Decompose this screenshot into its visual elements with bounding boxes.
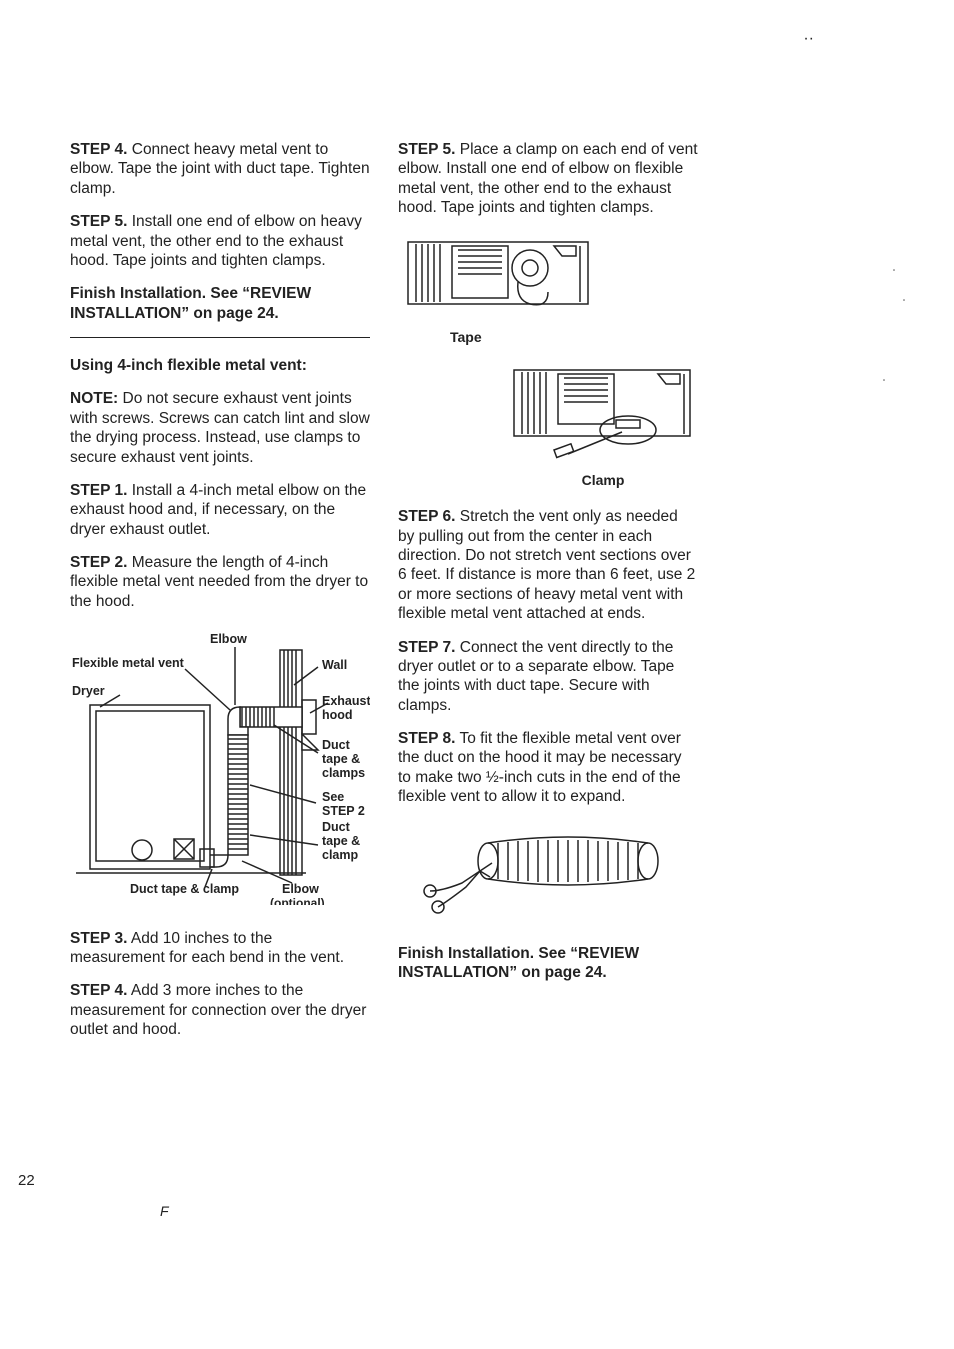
right-step6: STEP 6. Stretch the vent only as needed … — [398, 507, 698, 623]
step-label: STEP 4. — [70, 141, 127, 158]
left-column: STEP 4. Connect heavy metal vent to elbo… — [70, 140, 370, 1053]
step-label: STEP 1. — [70, 482, 127, 499]
left-note: NOTE: Do not secure exhaust vent joints … — [70, 389, 370, 467]
step-label: STEP 5. — [398, 141, 455, 158]
right-column: STEP 5. Place a clamp on each end of ven… — [398, 140, 698, 1053]
label-dtc5: tape & — [322, 834, 360, 848]
scan-mark-top: ·· — [803, 30, 814, 48]
right-finish: Finish Installation. See “REVIEW INSTALL… — [398, 944, 698, 983]
label-dtc3: clamps — [322, 766, 365, 780]
scan-mark-bottom: F — [160, 1203, 169, 1219]
label-dtc2: tape & — [322, 752, 360, 766]
left-step2: STEP 2. Measure the length of 4-inch fle… — [70, 553, 370, 611]
step-text: Stretch the vent only as needed by pulli… — [398, 508, 695, 622]
tape-caption: Tape — [450, 329, 698, 347]
label-flexible: Flexible metal vent — [72, 656, 185, 670]
tape-figure: Tape — [398, 232, 698, 347]
section-title: Using 4-inch flexible metal vent: — [70, 356, 370, 375]
snips-figure — [418, 821, 698, 926]
right-step5: STEP 5. Place a clamp on each end of ven… — [398, 140, 698, 218]
page: ·· STEP 4. Connect heavy metal vent to e… — [0, 0, 954, 1349]
section-divider — [70, 337, 370, 338]
step-label: STEP 2. — [70, 554, 127, 571]
two-column-layout: STEP 4. Connect heavy metal vent to elbo… — [70, 140, 914, 1053]
label-dtc4: Duct — [322, 820, 351, 834]
note-label: NOTE: — [70, 390, 118, 407]
left-step1: STEP 1. Install a 4-inch metal elbow on … — [70, 481, 370, 539]
left-step4: STEP 4. Connect heavy metal vent to elbo… — [70, 140, 370, 198]
step-label: STEP 4. — [70, 982, 127, 999]
label-exhaust1: Exhaust — [322, 694, 370, 708]
step-label: STEP 8. — [398, 730, 455, 747]
step-label: STEP 3. — [70, 930, 127, 947]
left-step5: STEP 5. Install one end of elbow on heav… — [70, 212, 370, 270]
page-number: 22 — [18, 1172, 35, 1189]
label-elbow-opt1: Elbow — [282, 882, 319, 896]
left-step4b: STEP 4. Add 3 more inches to the measure… — [70, 981, 370, 1039]
label-see1: See — [322, 790, 344, 804]
label-wall: Wall — [322, 658, 347, 672]
step-label: STEP 7. — [398, 639, 455, 656]
step-label: STEP 5. — [70, 213, 127, 230]
left-step3: STEP 3. Add 10 inches to the measurement… — [70, 929, 370, 968]
right-step8: STEP 8. To fit the flexible metal vent o… — [398, 729, 698, 807]
label-dtc1: Duct — [322, 738, 351, 752]
clamp-figure: Clamp — [508, 364, 698, 489]
dryer-vent-diagram: Elbow Flexible metal vent Dryer Wall Exh… — [70, 625, 370, 910]
clamp-caption: Clamp — [508, 472, 698, 490]
label-elbow-opt2: (optional) — [270, 896, 325, 905]
label-see2: STEP 2 — [322, 804, 365, 818]
label-dtc6: clamp — [322, 848, 358, 862]
label-bottom-clamp: Duct tape & clamp — [130, 882, 239, 896]
left-finish: Finish Installation. See “REVIEW INSTALL… — [70, 284, 370, 323]
label-dryer: Dryer — [72, 684, 105, 698]
step-label: STEP 6. — [398, 508, 455, 525]
right-step7: STEP 7. Connect the vent directly to the… — [398, 638, 698, 716]
label-exhaust2: hood — [322, 708, 353, 722]
label-elbow: Elbow — [210, 632, 247, 646]
